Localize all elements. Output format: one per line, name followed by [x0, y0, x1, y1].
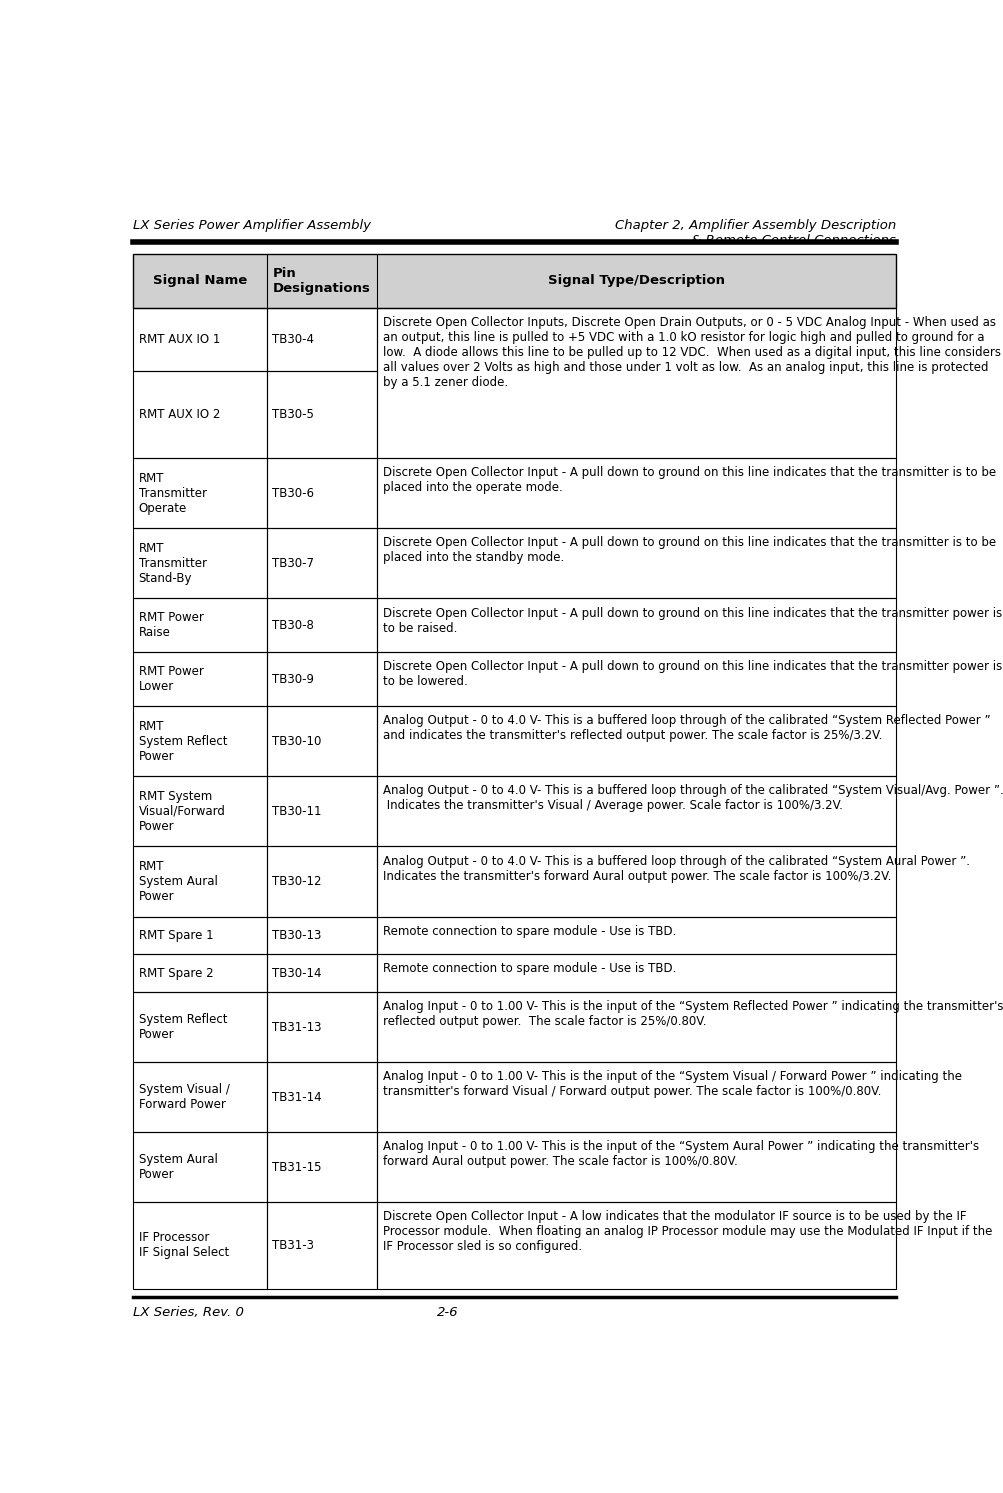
Bar [377, 599, 895, 652]
Text: TB31-15: TB31-15 [272, 1162, 321, 1173]
Text: RMT Power
Raise: RMT Power Raise [138, 612, 204, 639]
Text: TB31-14: TB31-14 [272, 1091, 322, 1103]
Text: System Visual /
Forward Power: System Visual / Forward Power [138, 1084, 230, 1111]
Text: TB30-9: TB30-9 [272, 673, 314, 685]
Text: IF Processor
IF Signal Select: IF Processor IF Signal Select [138, 1232, 229, 1260]
Bar [267, 993, 377, 1063]
Text: Analog Input - 0 to 1.00 V- This is the input of the “System Reflected Power ” i: Analog Input - 0 to 1.00 V- This is the … [382, 1000, 1002, 1029]
Text: LX Series Power Amplifier Assembly: LX Series Power Amplifier Assembly [133, 219, 371, 233]
Bar [377, 993, 895, 1063]
Bar [133, 706, 267, 776]
Text: TB31-3: TB31-3 [272, 1239, 314, 1253]
Bar [377, 1132, 895, 1202]
Text: TB30-7: TB30-7 [272, 557, 314, 570]
Text: TB30-10: TB30-10 [272, 735, 321, 748]
Bar [267, 706, 377, 776]
Text: Pin
Designations: Pin Designations [273, 267, 370, 294]
Bar [267, 529, 377, 599]
Bar [267, 954, 377, 993]
Bar [377, 706, 895, 776]
Bar [133, 917, 267, 954]
Text: 2-6: 2-6 [436, 1306, 457, 1318]
Text: Analog Output - 0 to 4.0 V- This is a buffered loop through of the calibrated “S: Analog Output - 0 to 4.0 V- This is a bu… [382, 854, 969, 882]
Text: TB30-14: TB30-14 [272, 967, 321, 979]
Bar [267, 1132, 377, 1202]
Text: Discrete Open Collector Input - A pull down to ground on this line indicates tha: Discrete Open Collector Input - A pull d… [382, 606, 1001, 635]
Text: Remote connection to spare module - Use is TBD.: Remote connection to spare module - Use … [382, 924, 675, 938]
Bar [133, 254, 895, 308]
Text: RMT AUX IO 1: RMT AUX IO 1 [138, 333, 220, 346]
Text: TB30-5: TB30-5 [272, 408, 314, 421]
Bar [133, 599, 267, 652]
Text: TB30-6: TB30-6 [272, 487, 314, 500]
Bar [133, 776, 267, 847]
Text: RMT Power
Lower: RMT Power Lower [138, 666, 204, 693]
Bar [377, 917, 895, 954]
Text: RMT
Transmitter
Operate: RMT Transmitter Operate [138, 472, 207, 515]
Bar [133, 458, 267, 529]
Bar [267, 599, 377, 652]
Text: TB30-12: TB30-12 [272, 875, 321, 888]
Text: TB30-11: TB30-11 [272, 805, 321, 818]
Text: Remote connection to spare module - Use is TBD.: Remote connection to spare module - Use … [382, 963, 675, 975]
Text: RMT Spare 2: RMT Spare 2 [138, 967, 214, 979]
Text: Signal Name: Signal Name [152, 275, 247, 287]
Text: RMT
Transmitter
Stand-By: RMT Transmitter Stand-By [138, 542, 207, 585]
Bar [133, 1063, 267, 1132]
Bar [377, 954, 895, 993]
Bar [377, 776, 895, 847]
Bar [377, 1063, 895, 1132]
Bar [267, 308, 377, 372]
Bar [377, 529, 895, 599]
Text: RMT AUX IO 2: RMT AUX IO 2 [138, 408, 220, 421]
Bar [267, 847, 377, 917]
Text: Chapter 2, Amplifier Assembly Description
& Remote Control Connections: Chapter 2, Amplifier Assembly Descriptio… [614, 219, 895, 248]
Text: Discrete Open Collector Input - A pull down to ground on this line indicates tha: Discrete Open Collector Input - A pull d… [382, 466, 995, 494]
Text: TB31-13: TB31-13 [272, 1021, 321, 1033]
Text: Discrete Open Collector Input - A low indicates that the modulator IF source is : Discrete Open Collector Input - A low in… [382, 1211, 991, 1254]
Text: RMT System
Visual/Forward
Power: RMT System Visual/Forward Power [138, 790, 226, 833]
Text: Analog Output - 0 to 4.0 V- This is a buffered loop through of the calibrated “S: Analog Output - 0 to 4.0 V- This is a bu… [382, 784, 1002, 812]
Text: Analog Output - 0 to 4.0 V- This is a buffered loop through of the calibrated “S: Analog Output - 0 to 4.0 V- This is a bu… [382, 715, 989, 742]
Text: Signal Type/Description: Signal Type/Description [548, 275, 724, 287]
Bar [377, 308, 895, 458]
Text: TB30-8: TB30-8 [272, 620, 314, 632]
Bar [133, 847, 267, 917]
Text: Discrete Open Collector Inputs, Discrete Open Drain Outputs, or 0 - 5 VDC Analog: Discrete Open Collector Inputs, Discrete… [382, 317, 1000, 388]
Text: TB30-13: TB30-13 [272, 929, 321, 942]
Bar [267, 372, 377, 458]
Bar [133, 372, 267, 458]
Bar [133, 652, 267, 706]
Bar [267, 458, 377, 529]
Bar [133, 1132, 267, 1202]
Bar [377, 1202, 895, 1288]
Text: RMT
System Aural
Power: RMT System Aural Power [138, 860, 218, 903]
Text: RMT
System Reflect
Power: RMT System Reflect Power [138, 720, 227, 763]
Text: LX Series, Rev. 0: LX Series, Rev. 0 [133, 1306, 244, 1318]
Bar [267, 1202, 377, 1288]
Text: Analog Input - 0 to 1.00 V- This is the input of the “System Visual / Forward Po: Analog Input - 0 to 1.00 V- This is the … [382, 1070, 961, 1099]
Bar [267, 1063, 377, 1132]
Text: System Aural
Power: System Aural Power [138, 1154, 218, 1181]
Bar [133, 993, 267, 1063]
Text: Discrete Open Collector Input - A pull down to ground on this line indicates tha: Discrete Open Collector Input - A pull d… [382, 660, 1001, 688]
Bar [377, 847, 895, 917]
Bar [133, 954, 267, 993]
Text: Analog Input - 0 to 1.00 V- This is the input of the “System Aural Power ” indic: Analog Input - 0 to 1.00 V- This is the … [382, 1141, 978, 1169]
Bar [133, 1202, 267, 1288]
Bar [267, 652, 377, 706]
Bar [133, 308, 267, 372]
Bar [267, 917, 377, 954]
Bar [267, 776, 377, 847]
Text: RMT Spare 1: RMT Spare 1 [138, 929, 214, 942]
Text: Discrete Open Collector Input - A pull down to ground on this line indicates tha: Discrete Open Collector Input - A pull d… [382, 536, 995, 564]
Bar [377, 458, 895, 529]
Text: System Reflect
Power: System Reflect Power [138, 1014, 227, 1041]
Text: TB30-4: TB30-4 [272, 333, 314, 346]
Bar [133, 529, 267, 599]
Bar [377, 652, 895, 706]
